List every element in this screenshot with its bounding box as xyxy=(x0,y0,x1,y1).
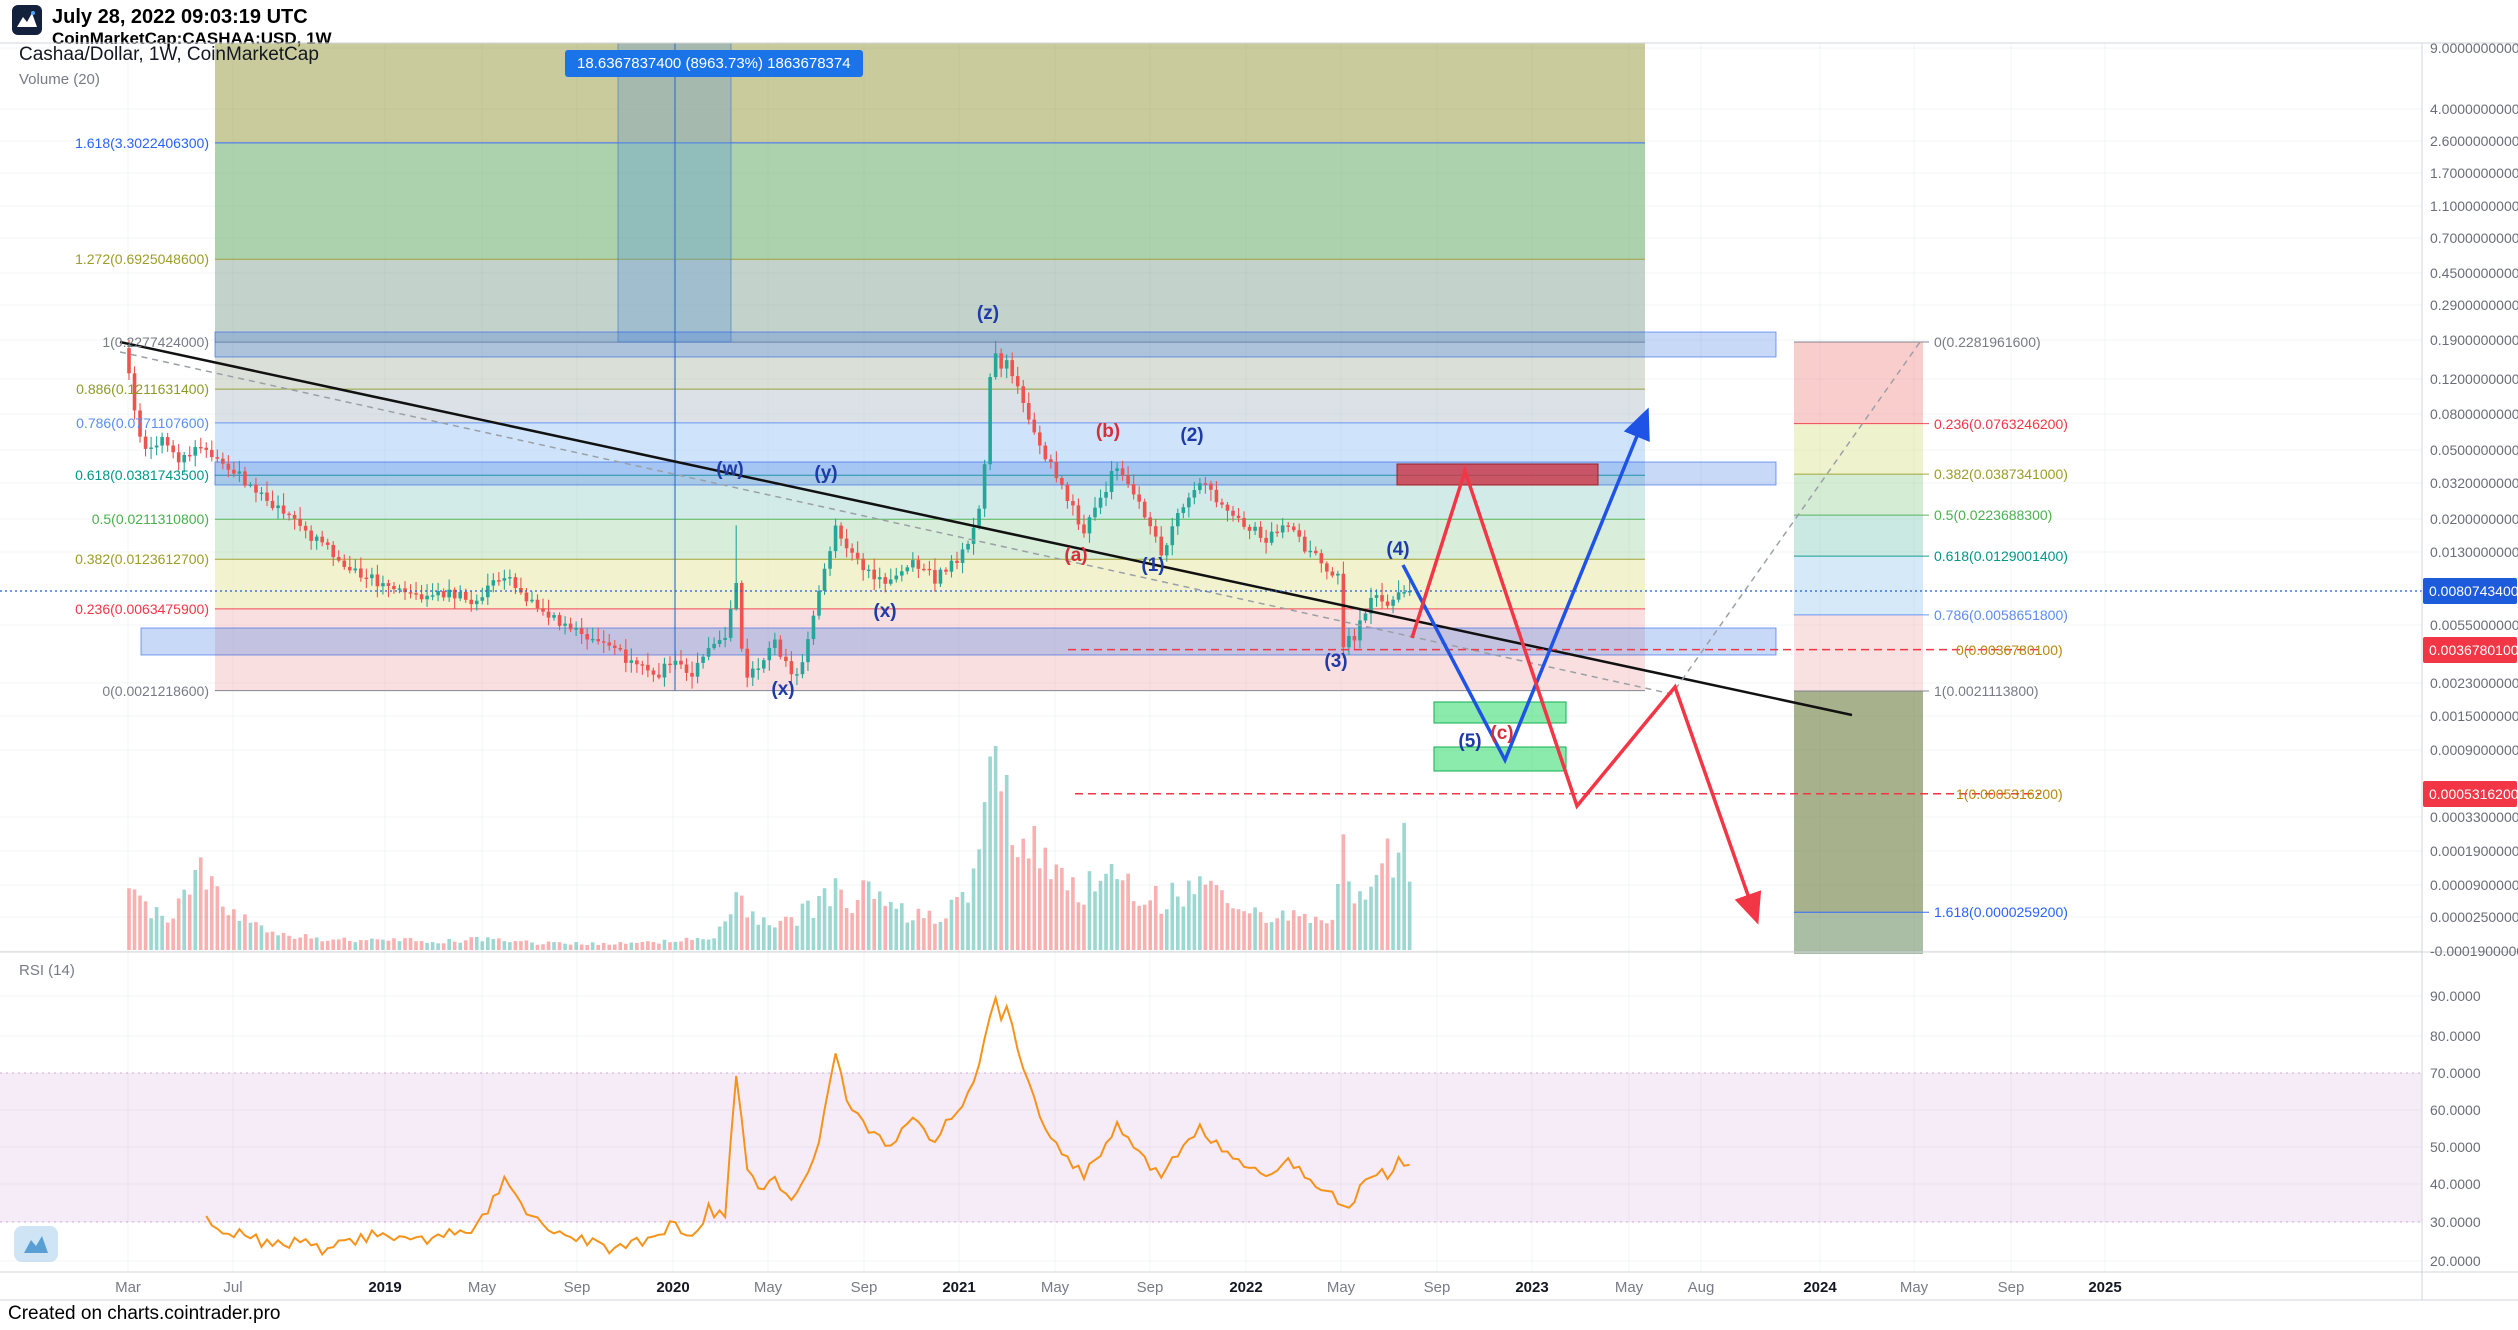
current-price-label: 0.0080743400 xyxy=(2423,578,2518,604)
price-range-tool-label[interactable]: 18.6367837400 (8963.73%) 1863678374 xyxy=(565,50,863,77)
volume-indicator-label[interactable]: Volume (20) xyxy=(19,71,100,88)
credit-line: Created on charts.cointrader.pro xyxy=(8,1303,281,1324)
cointrader-logo-icon xyxy=(12,5,42,35)
rsi-indicator-label[interactable]: RSI (14) xyxy=(19,962,75,979)
snapshot-timestamp: July 28, 2022 09:03:19 UTC xyxy=(52,6,308,28)
chart-legend-title[interactable]: Cashaa/Dollar, 1W, CoinMarketCap xyxy=(19,44,319,65)
cointrader-watermark-icon[interactable] xyxy=(14,1226,58,1262)
alert-price-label-1: 0.0036780100 xyxy=(2423,636,2518,663)
rsi-pane-canvas[interactable] xyxy=(0,957,2422,1272)
price-pane-canvas[interactable] xyxy=(0,43,2422,952)
alert-price-label-2: 0.0005316200 xyxy=(2423,780,2518,807)
time-axis[interactable] xyxy=(0,1272,2422,1300)
